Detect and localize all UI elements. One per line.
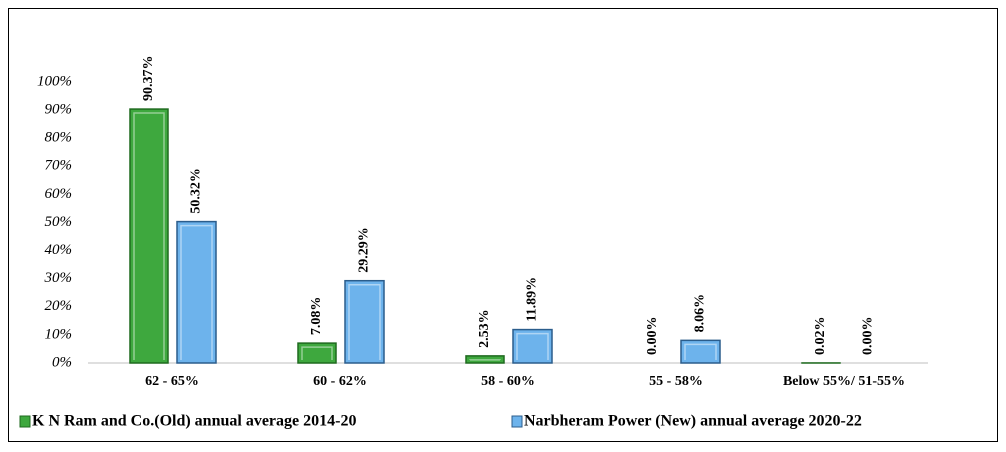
bar-bevel [684,343,717,360]
bar [297,342,337,364]
legend-label: Narbheram Power (New) annual average 202… [524,413,862,430]
y-tick-label: 100% [37,73,72,89]
data-label: 0.02% [813,316,828,355]
legend-swatch [19,415,31,428]
data-label: 7.08% [309,297,324,336]
bar [680,339,721,364]
bar-bevel [301,346,333,360]
x-tick-label: 60 - 62% [313,374,367,389]
data-label: 29.29% [357,227,372,273]
y-tick-label: 0% [52,354,72,370]
legend-label: K N Ram and Co.(Old) annual average 2014… [32,413,356,430]
y-tick-label: 10% [45,326,73,342]
y-tick-label: 50% [45,214,73,230]
bar [512,328,553,364]
data-label: 8.06% [693,294,708,333]
y-tick-label: 30% [44,270,73,286]
y-tick-label: 40% [45,242,73,258]
legend-swatch [511,415,523,428]
y-tick-label: 90% [45,102,73,118]
data-label: 0.00% [645,317,660,356]
bar [129,108,169,364]
bar [176,220,217,364]
data-label: 11.89% [525,277,540,322]
y-tick-label: 60% [45,186,73,202]
bar [344,279,385,364]
data-label: 0.00% [861,317,876,356]
x-tick-label: 58 - 60% [481,374,535,389]
bar [465,355,505,364]
x-tick-label: 62 - 65% [145,374,199,389]
bar-bevel [133,112,165,360]
y-tick-label: 20% [45,298,73,314]
data-label: 50.32% [189,168,204,214]
data-label: 90.37% [141,56,156,102]
y-tick-label: 80% [45,130,73,146]
x-tick-label: Below 55%/ 51-55% [783,374,905,389]
bar-bevel [516,332,549,360]
y-tick-label: 70% [45,158,73,174]
chart-border [8,8,998,442]
bar-bevel [348,283,381,360]
x-tick-label: 55 - 58% [649,374,703,389]
data-label: 2.53% [477,309,492,348]
bar-bevel [180,224,213,360]
